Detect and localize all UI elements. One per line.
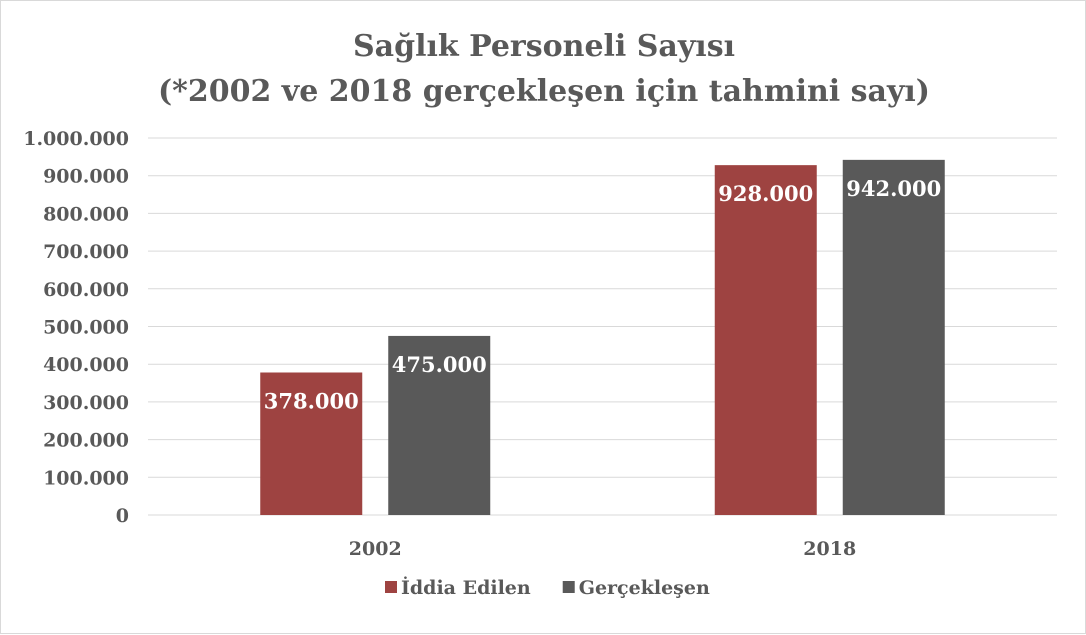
legend-swatch	[562, 581, 575, 593]
y-tick-label: 600.000	[43, 279, 129, 301]
y-tick-label: 0	[116, 505, 129, 527]
chart-subtitle: (*2002 ve 2018 gerçekleşen için tahmini …	[158, 74, 930, 109]
data-label: 942.000	[846, 176, 941, 201]
y-tick-label: 1.000.000	[23, 128, 129, 150]
legend-label: İddia Edilen	[401, 576, 531, 599]
x-category-label: 2018	[803, 538, 856, 560]
bar-2018-series-0	[714, 165, 817, 516]
legend-label: Gerçekleşen	[579, 577, 710, 599]
y-tick-label: 100.000	[43, 467, 129, 489]
y-tick-label: 700.000	[43, 241, 129, 263]
bars	[260, 159, 945, 516]
data-label: 378.000	[264, 388, 359, 413]
data-label: 475.000	[392, 352, 487, 377]
bar-2018-series-1	[842, 159, 945, 515]
legend: İddia Edilen Gerçekleşen	[385, 576, 710, 599]
bar-2002-series-1	[388, 335, 491, 515]
y-tick-label: 400.000	[43, 354, 129, 376]
y-tick-label: 200.000	[43, 430, 129, 452]
y-tick-label: 300.000	[43, 392, 129, 414]
y-tick-label: 900.000	[43, 166, 129, 188]
data-label: 928.000	[718, 181, 813, 206]
legend-swatch	[385, 581, 397, 593]
chart-title: Sağlık Personeli Sayısı	[353, 29, 735, 64]
y-axis-ticks: 0 100.000 200.000 300.000 400.000 500.000 600.…	[23, 128, 129, 527]
y-tick-label: 800.000	[43, 203, 129, 225]
data-labels: 378.000 475.000 928.000 942.000	[264, 176, 941, 414]
bar-2002-series-0	[260, 372, 363, 515]
x-category-label: 2002	[349, 538, 402, 560]
x-axis-categories: 2002 2018	[349, 538, 856, 560]
y-tick-label: 500.000	[43, 317, 129, 339]
